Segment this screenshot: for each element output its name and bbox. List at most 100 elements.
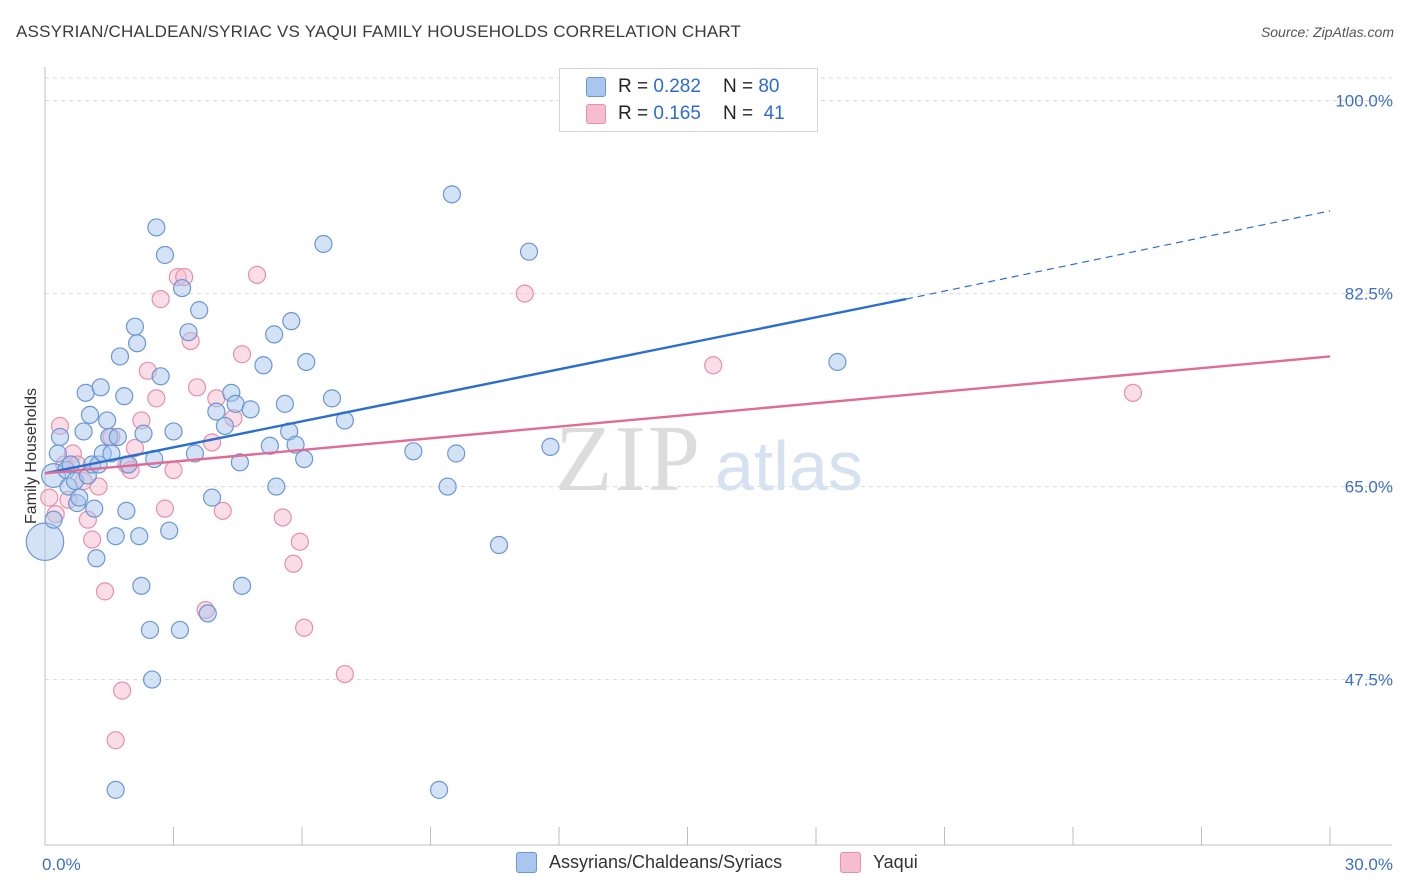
yaqui-point xyxy=(112,681,132,700)
assyrian-point xyxy=(44,510,63,529)
y-tick-label: 82.5% xyxy=(1345,285,1393,304)
bottom-legend-pink-label: Yaqui xyxy=(873,852,918,872)
yaqui-point xyxy=(95,582,115,601)
assyrian-point xyxy=(275,394,294,413)
yaqui-point xyxy=(295,618,314,637)
assyrian-point xyxy=(160,521,179,540)
legend-swatch-pink xyxy=(586,104,606,124)
yaqui-point xyxy=(151,290,170,309)
legend-row-pink: R = 0.165 N = 41 xyxy=(586,102,785,126)
assyrian-point xyxy=(207,402,226,421)
assyrian-point xyxy=(102,444,121,463)
assyrian-point xyxy=(438,477,457,496)
assyrian-point xyxy=(314,234,333,254)
assyrian-point xyxy=(828,352,847,372)
yaqui-point xyxy=(335,664,354,684)
assyrian-point xyxy=(232,576,252,595)
bottom-legend-swatch-blue xyxy=(516,852,537,873)
bottom-legend-swatch-pink xyxy=(840,852,861,873)
assyrian-point xyxy=(108,427,127,447)
assyrian-point xyxy=(254,356,273,375)
yaqui-point xyxy=(213,501,232,520)
assyrian-point xyxy=(87,549,106,568)
yaqui-point xyxy=(155,499,175,518)
assyrian-point xyxy=(282,312,301,331)
assyrian-point xyxy=(267,477,286,496)
tick-labels: 47.5% 65.0% 82.5% 100.0% 0.0% 30.0% xyxy=(42,92,1393,874)
assyrian-point xyxy=(125,317,145,336)
assyrian-point xyxy=(489,535,509,555)
yaqui-point xyxy=(704,356,723,375)
yaqui-point xyxy=(1123,383,1143,402)
assyrian-point xyxy=(230,453,249,472)
y-tick-label: 65.0% xyxy=(1345,478,1393,497)
assyrian-point xyxy=(286,435,305,454)
y-tick-label: 100.0% xyxy=(1335,92,1393,111)
yaqui-point xyxy=(83,530,102,549)
yaqui-point xyxy=(247,265,267,284)
legend-n-label: N = xyxy=(722,103,754,124)
assyrian-point xyxy=(98,411,117,430)
bottom-legend-blue-label: Assyrians/Chaldeans/Syriacs xyxy=(549,852,783,872)
assyrian-point xyxy=(151,367,170,386)
legend: R = 0.282 N = 80 R = 0.165 N = 41 xyxy=(559,68,818,132)
assyrian-point xyxy=(429,780,449,799)
watermark-zip: ZIP xyxy=(555,407,702,511)
trend-lines xyxy=(44,210,1331,475)
assyrian-point xyxy=(70,488,89,507)
assyrian-point xyxy=(110,347,130,366)
assyrian-point xyxy=(179,323,198,342)
assyrian-point xyxy=(50,427,70,447)
assyrian-point xyxy=(172,278,192,298)
y-axis-title: Family Households xyxy=(23,388,40,524)
assyrian-point xyxy=(260,436,279,455)
yaqui-trend-line xyxy=(44,355,1331,475)
axes xyxy=(44,67,1392,846)
legend-r-label: R = xyxy=(618,103,649,124)
assyrian-point xyxy=(215,416,234,436)
assyrian-point xyxy=(155,245,175,265)
assyrian-point xyxy=(25,522,65,562)
assyrian-point xyxy=(447,444,466,463)
x-tick-label: 30.0% xyxy=(1345,855,1393,874)
assyrian-points xyxy=(25,185,847,799)
legend-row-blue: R = 0.282 N = 80 xyxy=(586,75,779,99)
yaqui-point xyxy=(202,433,222,452)
assyrian-point xyxy=(106,780,125,799)
legend-r-label: R = xyxy=(618,76,649,97)
assyrian-point xyxy=(519,242,539,261)
chart-title: ASSYRIAN/CHALDEAN/SYRIAC VS YAQUI FAMILY… xyxy=(16,22,742,41)
assyrian-point xyxy=(91,378,110,397)
legend-pink-n: 41 xyxy=(763,103,785,124)
yaqui-point xyxy=(125,438,145,458)
assyrian-point xyxy=(170,620,190,640)
assyrian-point xyxy=(198,604,217,623)
assyrian-point xyxy=(241,400,260,419)
assyrian-point xyxy=(85,499,104,518)
assyrian-trend-extension xyxy=(905,210,1331,300)
assyrian-point xyxy=(130,527,149,546)
yaqui-point xyxy=(290,532,309,551)
assyrian-point xyxy=(295,449,314,469)
legend-blue-r: 0.282 xyxy=(653,76,701,97)
legend-n-label: N = xyxy=(722,76,754,97)
assyrian-point xyxy=(115,387,134,406)
yaqui-point xyxy=(273,508,292,527)
assyrian-point xyxy=(541,437,560,456)
assyrian-point xyxy=(322,389,342,408)
assyrian-point xyxy=(442,185,462,204)
assyrian-point xyxy=(404,442,423,461)
assyrian-point xyxy=(164,422,183,441)
assyrian-point xyxy=(132,576,151,595)
yaqui-point xyxy=(89,477,108,496)
yaqui-point xyxy=(164,460,183,480)
yaqui-point xyxy=(147,389,166,408)
yaqui-point xyxy=(232,345,252,364)
assyrian-point xyxy=(147,218,166,237)
assyrian-point xyxy=(117,501,136,520)
y-tick-label: 47.5% xyxy=(1345,671,1393,690)
assyrian-point xyxy=(80,405,100,425)
yaqui-point xyxy=(284,554,303,573)
yaqui-point xyxy=(515,284,534,303)
